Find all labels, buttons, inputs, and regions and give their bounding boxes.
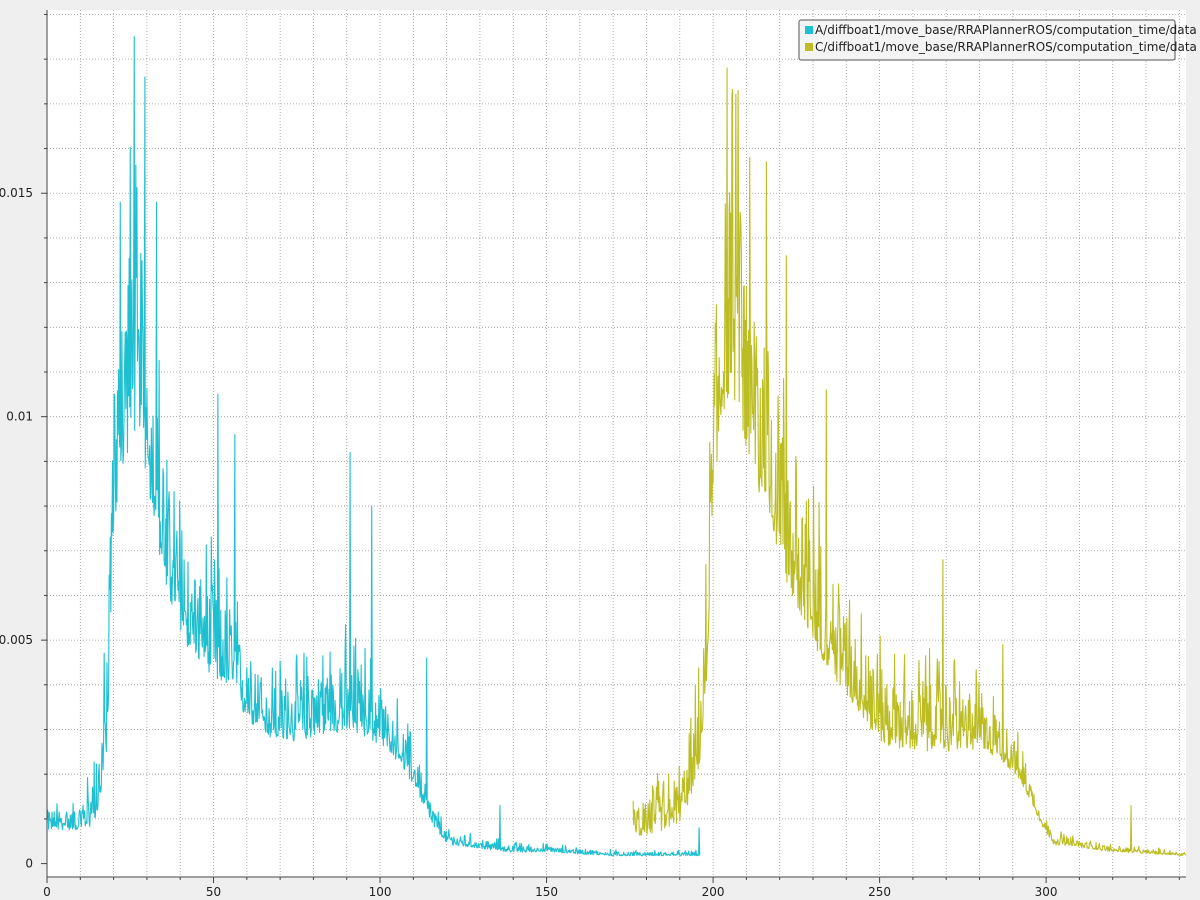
legend-label-series-a[interactable]: A/diffboat1/move_base/RRAPlannerROS/comp… [815, 23, 1197, 37]
series-layer [46, 36, 1187, 857]
x-tick-label: 150 [535, 885, 558, 899]
legend-label-series-c[interactable]: C/diffboat1/move_base/RRAPlannerROS/comp… [815, 40, 1197, 54]
legend-swatch-series-c [805, 43, 813, 51]
y-tick-label: 0 [25, 857, 33, 871]
legend-box [798, 19, 1176, 61]
grid [47, 10, 1186, 877]
y-tick-label: 0.005 [0, 633, 33, 647]
series-line-a [46, 36, 701, 857]
x-tick-label: 200 [702, 885, 725, 899]
y-tick-label: 0.015 [0, 186, 33, 200]
legend-swatch-series-a [805, 26, 813, 34]
x-tick-label: 100 [369, 885, 392, 899]
axis-ticks: 0 50 100 150 200 250 300 0 0.005 0.01 0.015 [0, 13, 1180, 899]
y-tick-label: 0.01 [6, 410, 33, 424]
x-tick-label: 50 [206, 885, 221, 899]
x-tick-label: 300 [1035, 885, 1058, 899]
legend[interactable]: A/diffboat1/move_base/RRAPlannerROS/comp… [798, 19, 1197, 61]
series-line-c [632, 67, 1187, 856]
x-tick-label: 250 [868, 885, 891, 899]
x-tick-label: 0 [43, 885, 51, 899]
